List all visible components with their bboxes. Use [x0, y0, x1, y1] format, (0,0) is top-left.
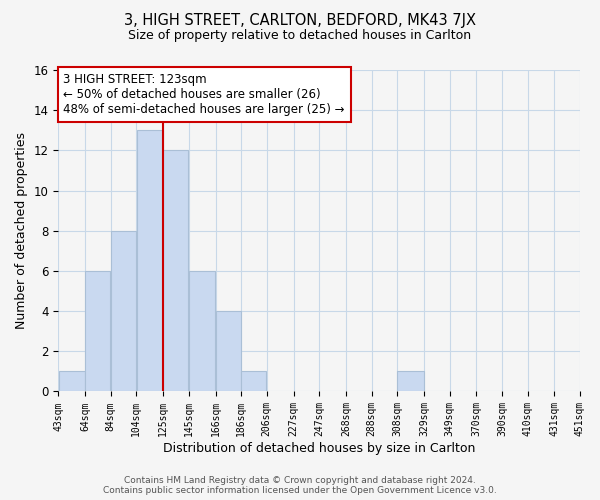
Text: 3, HIGH STREET, CARLTON, BEDFORD, MK43 7JX: 3, HIGH STREET, CARLTON, BEDFORD, MK43 7…: [124, 12, 476, 28]
Y-axis label: Number of detached properties: Number of detached properties: [15, 132, 28, 329]
Bar: [85, 271, 110, 392]
Bar: [163, 150, 188, 392]
Text: Contains HM Land Registry data © Crown copyright and database right 2024.
Contai: Contains HM Land Registry data © Crown c…: [103, 476, 497, 495]
Text: Size of property relative to detached houses in Carlton: Size of property relative to detached ho…: [128, 29, 472, 42]
X-axis label: Distribution of detached houses by size in Carlton: Distribution of detached houses by size …: [163, 442, 475, 455]
Bar: [189, 271, 215, 392]
Bar: [216, 311, 241, 392]
Bar: [397, 372, 424, 392]
Bar: [111, 230, 136, 392]
Bar: [59, 372, 85, 392]
Bar: [241, 372, 266, 392]
Text: 3 HIGH STREET: 123sqm
← 50% of detached houses are smaller (26)
48% of semi-deta: 3 HIGH STREET: 123sqm ← 50% of detached …: [64, 73, 345, 116]
Bar: [137, 130, 163, 392]
